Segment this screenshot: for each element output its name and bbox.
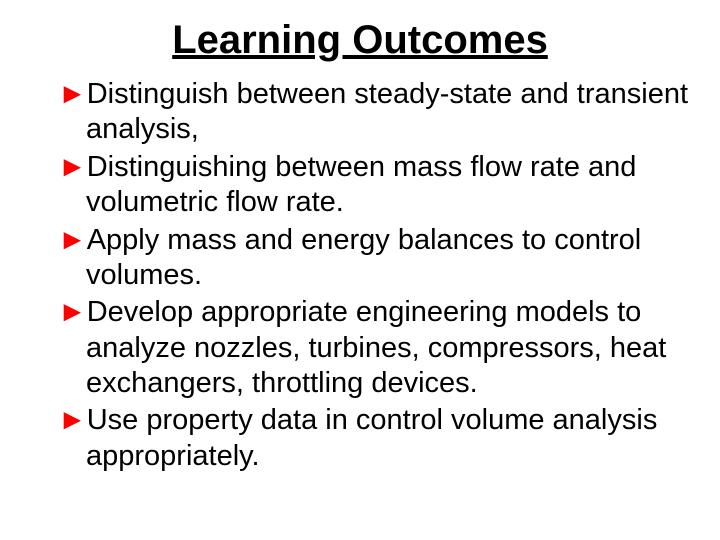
triangle-bullet-icon: ► <box>58 78 87 110</box>
item-lead: Apply <box>87 224 160 256</box>
list-item: ►Use property data in control volume ana… <box>30 403 690 474</box>
list-item: ►Develop appropriate engineering models … <box>30 295 690 401</box>
list-item: ►Distinguishing between mass flow rate a… <box>30 150 690 221</box>
item-lead: Distinguish <box>87 78 229 110</box>
item-rest: mass and energy balances to control volu… <box>86 224 641 291</box>
triangle-bullet-icon: ► <box>58 224 87 256</box>
triangle-bullet-icon: ► <box>58 296 87 328</box>
item-lead: Use <box>87 404 139 436</box>
triangle-bullet-icon: ► <box>58 404 87 436</box>
list-item: ►Apply mass and energy balances to contr… <box>30 223 690 294</box>
item-rest: property data in control volume analysis… <box>86 404 657 471</box>
slide: Learning Outcomes ►Distinguish between s… <box>0 0 720 540</box>
slide-title: Learning Outcomes <box>30 18 690 63</box>
triangle-bullet-icon: ► <box>58 151 87 183</box>
item-lead: Develop <box>87 296 193 328</box>
item-lead: Distinguishing <box>87 151 268 183</box>
list-item: ►Distinguish between steady-state and tr… <box>30 77 690 148</box>
outcome-list: ►Distinguish between steady-state and tr… <box>30 77 690 474</box>
